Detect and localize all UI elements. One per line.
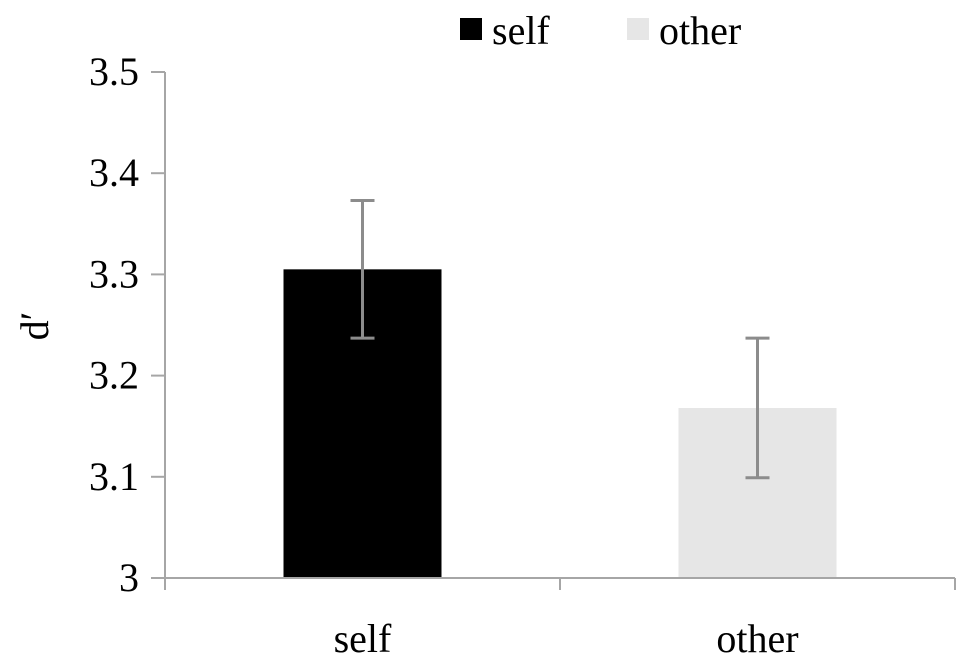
y-tick-label: 3.3 [89, 251, 139, 296]
y-tick-label: 3.1 [89, 454, 139, 499]
y-tick-label: 3.4 [89, 150, 139, 195]
y-tick-label: 3 [119, 555, 139, 600]
x-tick-label: self [334, 616, 392, 661]
y-tick-label: 3.5 [89, 49, 139, 94]
legend-swatch-self [460, 18, 482, 40]
y-axis: 3 3.1 3.2 3.3 3.4 3.5 [89, 49, 166, 600]
legend: self other [460, 8, 741, 53]
x-axis: self other [164, 577, 956, 661]
y-tick-label: 3.2 [89, 353, 139, 398]
x-tick-label: other [716, 616, 798, 661]
error-bars [350, 199, 770, 480]
y-axis-title: d′ [12, 312, 57, 341]
legend-label-other: other [659, 8, 741, 53]
bars [283, 269, 837, 578]
legend-label-self: self [492, 8, 550, 53]
legend-swatch-other [627, 18, 649, 40]
